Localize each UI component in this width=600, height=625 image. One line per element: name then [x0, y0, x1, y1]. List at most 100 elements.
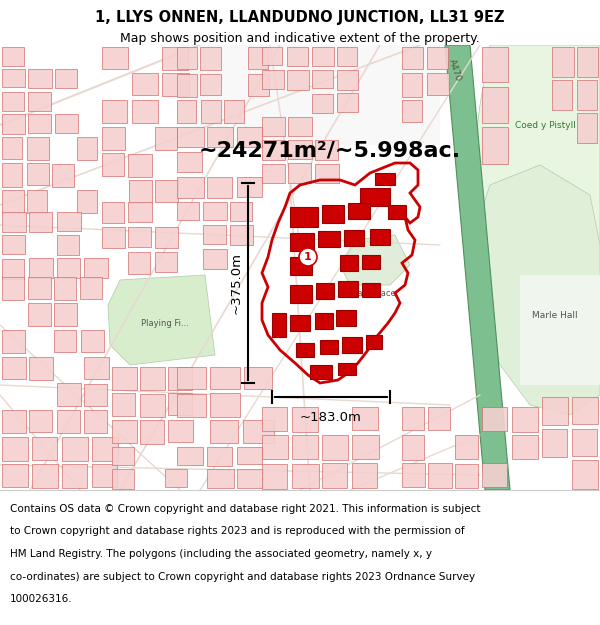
Bar — [177, 202, 199, 220]
Bar — [29, 357, 53, 381]
Bar — [312, 70, 333, 89]
Bar — [112, 469, 134, 489]
Bar — [572, 429, 597, 456]
Bar — [101, 47, 128, 69]
Bar — [577, 113, 598, 142]
Bar — [102, 100, 127, 123]
Text: 1: 1 — [304, 252, 312, 262]
Bar — [572, 460, 598, 489]
Bar — [28, 277, 51, 299]
Bar — [155, 251, 177, 272]
Bar — [85, 356, 109, 379]
Bar — [57, 212, 81, 231]
Bar — [128, 180, 152, 203]
Bar — [290, 285, 312, 303]
Bar — [112, 447, 134, 465]
Bar — [177, 394, 206, 417]
Polygon shape — [445, 45, 510, 490]
Bar — [542, 429, 567, 457]
Bar — [287, 46, 308, 66]
Bar — [427, 47, 448, 69]
Text: to Crown copyright and database rights 2023 and is reproduced with the permissio: to Crown copyright and database rights 2… — [10, 526, 464, 536]
Bar — [272, 313, 286, 337]
Bar — [55, 330, 76, 352]
Bar — [92, 437, 118, 461]
Bar — [207, 127, 233, 147]
Bar — [292, 464, 319, 488]
Bar — [177, 100, 196, 123]
Bar — [455, 435, 478, 459]
Bar — [55, 114, 78, 132]
Circle shape — [299, 248, 317, 266]
Bar — [315, 164, 338, 182]
Bar — [262, 47, 282, 65]
Bar — [2, 114, 25, 134]
Polygon shape — [340, 235, 410, 285]
Bar — [482, 47, 508, 82]
Bar — [177, 74, 197, 97]
Bar — [203, 202, 227, 220]
Bar — [311, 47, 334, 66]
Bar — [230, 202, 253, 221]
Bar — [402, 73, 422, 97]
Bar — [337, 70, 358, 90]
Bar — [348, 203, 370, 219]
Bar — [112, 367, 137, 390]
Bar — [177, 47, 197, 69]
Bar — [287, 70, 308, 90]
Bar — [62, 464, 87, 488]
Bar — [352, 463, 377, 488]
Text: ~183.0m: ~183.0m — [300, 411, 362, 424]
Bar — [162, 47, 188, 70]
Bar — [512, 435, 538, 459]
Text: A470: A470 — [447, 58, 463, 82]
Bar — [162, 73, 189, 96]
Bar — [551, 47, 574, 77]
Bar — [402, 463, 425, 488]
Bar — [428, 463, 452, 488]
Bar — [52, 164, 74, 186]
Bar — [292, 435, 319, 459]
Bar — [57, 384, 81, 406]
Bar — [402, 47, 422, 69]
Bar — [428, 406, 450, 430]
Bar — [402, 435, 424, 459]
Bar — [203, 225, 226, 244]
Bar — [177, 367, 206, 389]
Bar — [337, 46, 357, 66]
Bar — [2, 357, 26, 379]
Bar — [102, 154, 124, 176]
Bar — [28, 91, 51, 111]
Bar — [210, 420, 238, 442]
Bar — [296, 343, 314, 357]
Bar — [168, 393, 191, 415]
Bar — [102, 127, 125, 150]
Bar — [427, 74, 449, 96]
Bar — [248, 46, 268, 69]
Bar — [210, 393, 240, 417]
Bar — [84, 384, 107, 406]
Bar — [62, 437, 88, 461]
Bar — [237, 469, 263, 488]
Bar — [322, 435, 347, 461]
Bar — [92, 464, 118, 488]
Bar — [572, 397, 598, 424]
Bar — [210, 367, 239, 389]
Bar — [128, 252, 150, 274]
Bar — [2, 235, 25, 254]
Bar — [552, 80, 572, 110]
Bar — [224, 100, 244, 123]
Bar — [206, 447, 232, 466]
Polygon shape — [470, 45, 600, 285]
Bar — [366, 335, 382, 349]
Bar — [169, 367, 192, 390]
Bar — [262, 406, 287, 431]
Bar — [322, 205, 344, 223]
Text: ~24271m²/~5.998ac.: ~24271m²/~5.998ac. — [199, 140, 461, 160]
Bar — [57, 410, 80, 433]
Bar — [54, 277, 76, 300]
Text: HM Land Registry. The polygons (including the associated geometry, namely x, y: HM Land Registry. The polygons (includin… — [10, 549, 431, 559]
Bar — [2, 92, 24, 111]
Bar — [55, 69, 77, 88]
Bar — [482, 406, 507, 431]
